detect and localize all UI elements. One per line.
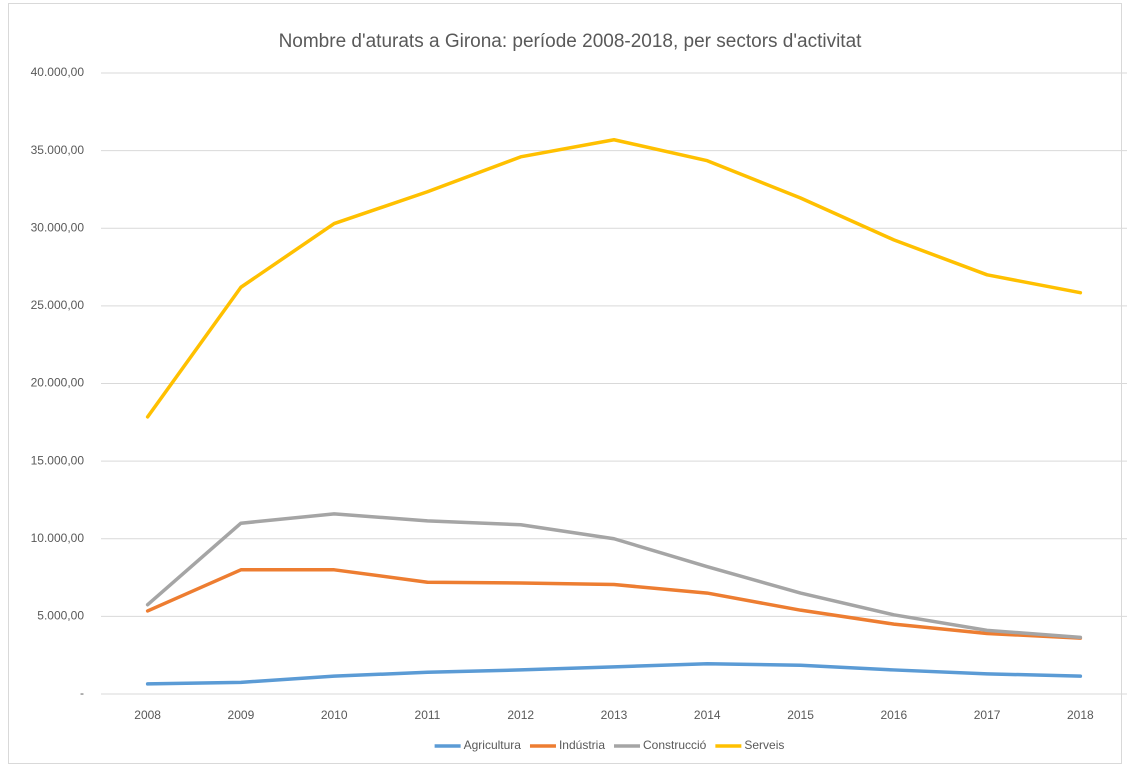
y-tick-label: 20.000,00 [31, 376, 85, 390]
x-tick-label: 2014 [694, 708, 721, 722]
x-tick-label: 2018 [1067, 708, 1094, 722]
y-tick-label: 30.000,00 [31, 220, 85, 234]
series-line [145, 512, 1083, 640]
series-line [145, 568, 1083, 640]
y-tick-label: 5.000,00 [37, 609, 84, 623]
series-line [145, 138, 1083, 419]
legend-label: Agricultura [464, 738, 522, 752]
x-tick-label: 2009 [228, 708, 255, 722]
x-tick-label: 2008 [134, 708, 161, 722]
x-tick-label: 2013 [601, 708, 628, 722]
legend-label: Indústria [559, 738, 605, 752]
y-tick-label: 40.000,00 [31, 65, 85, 79]
x-tick-label: 2011 [415, 708, 441, 722]
y-tick-label: 15.000,00 [31, 453, 85, 467]
x-tick-label: 2010 [321, 708, 348, 722]
x-tick-label: 2015 [787, 708, 814, 722]
y-tick-label: - [80, 686, 84, 700]
y-tick-label: 25.000,00 [31, 298, 85, 312]
y-tick-label: 10.000,00 [31, 531, 85, 545]
series-line [145, 661, 1083, 686]
x-tick-label: 2017 [974, 708, 1001, 722]
chart-title: Nombre d'aturats a Girona: període 2008-… [279, 31, 863, 52]
x-tick-label: 2012 [507, 708, 534, 722]
legend-label: Construcció [643, 738, 707, 752]
x-tick-label: 2016 [880, 708, 907, 722]
y-tick-label: 35.000,00 [31, 143, 85, 157]
legend-label: Serveis [744, 738, 784, 752]
